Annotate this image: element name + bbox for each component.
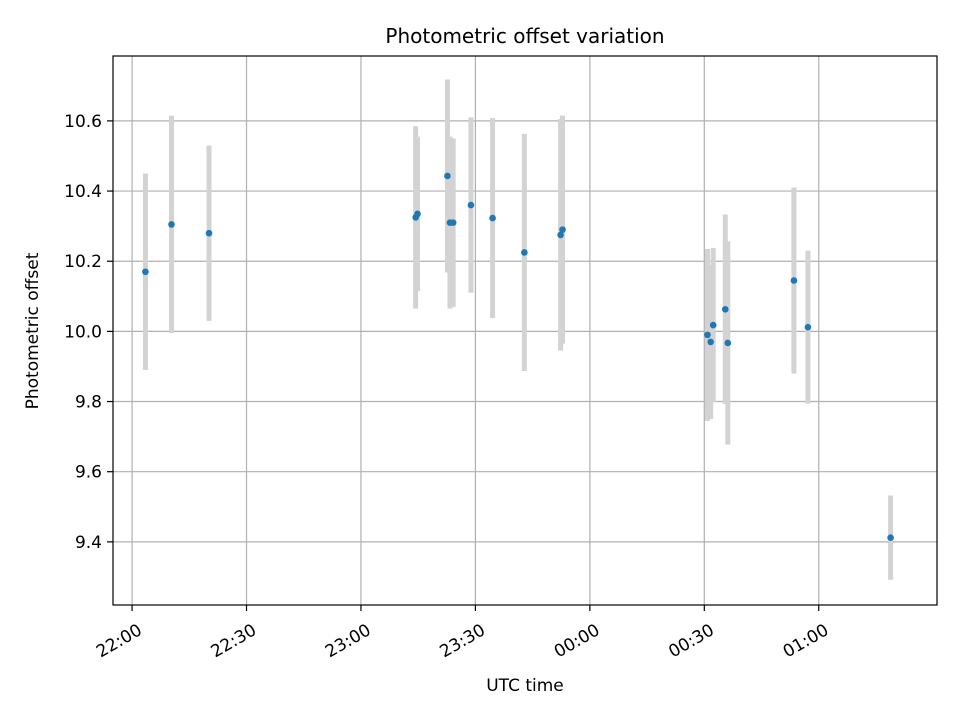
data-point xyxy=(521,249,528,256)
data-point xyxy=(709,321,717,329)
y-tick-label: 9.4 xyxy=(75,533,102,553)
data-point xyxy=(444,172,451,180)
data-point xyxy=(707,338,714,346)
data-point xyxy=(414,210,421,218)
data-point xyxy=(721,305,729,313)
data-point xyxy=(467,201,475,209)
data-points xyxy=(142,172,894,541)
plot-frame xyxy=(112,55,938,606)
y-tick-label: 10.0 xyxy=(64,322,102,342)
data-point xyxy=(704,331,711,339)
data-point xyxy=(559,226,566,233)
x-axis-label: UTC time xyxy=(486,676,564,696)
data-point xyxy=(804,323,812,331)
y-tick-label: 9.8 xyxy=(75,393,102,413)
y-tick-label: 10.6 xyxy=(64,112,102,132)
data-point xyxy=(205,229,213,237)
chart-title: Photometric offset variation xyxy=(385,24,664,48)
data-point xyxy=(557,231,564,239)
data-point xyxy=(790,277,798,284)
data-point xyxy=(489,214,496,222)
y-tick-label: 10.4 xyxy=(64,182,102,202)
y-axis-ticks: 9.4 9.6 9.8 10.0 10.2 10.4 10.6 xyxy=(64,112,113,553)
y-tick-label: 10.2 xyxy=(64,252,102,272)
data-point xyxy=(142,268,149,276)
data-point xyxy=(449,219,457,226)
data-point xyxy=(887,534,894,541)
data-point xyxy=(168,221,175,228)
y-tick-label: 9.6 xyxy=(75,463,102,483)
y-axis-label: Photometric offset xyxy=(23,252,43,409)
data-point xyxy=(724,339,732,347)
